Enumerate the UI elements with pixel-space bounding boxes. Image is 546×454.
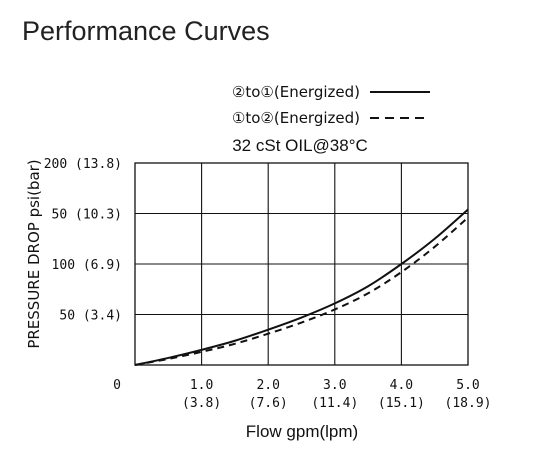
series-line-dashed	[134, 216, 469, 366]
x-tick-sublabel: (18.9)	[445, 396, 492, 411]
x-axis-label: Flow gpm(lpm)	[246, 422, 358, 441]
series-layer	[134, 208, 469, 366]
legend: ②to①(Energized) ①to②(Energized)	[232, 83, 430, 127]
x-tick-sublabel: (15.1)	[378, 396, 425, 411]
x-tick-label: 2.0	[256, 378, 279, 393]
legend-label-energized-2-to-1: ②to①(Energized)	[232, 83, 360, 101]
x-tick-label: 3.0	[323, 378, 346, 393]
y-tick-label: 50 (10.3)	[52, 208, 122, 223]
y-tick-label: 100 (6.9)	[52, 258, 122, 273]
page-title: Performance Curves	[22, 16, 270, 46]
grid	[135, 163, 468, 365]
x-tick-labels: 1.0 (3.8) 2.0 (7.6) 3.0 (11.4) 4.0 (15.1) 5.0 (18…	[182, 378, 491, 411]
y-tick-label: 50 (3.4)	[59, 309, 122, 324]
y-tick-labels: 50 (3.4) 100 (6.9) 50 (10.3) 200 (13.8)	[44, 157, 122, 324]
series-line-solid	[134, 208, 469, 366]
y-axis-label: PRESSURE DROP psi(bar)	[25, 159, 43, 348]
legend-label-energized-1-to-2: ①to②(Energized)	[232, 109, 360, 127]
x-tick-label: 4.0	[390, 378, 413, 393]
x-origin-label: 0	[113, 378, 121, 393]
x-tick-label: 1.0	[190, 378, 213, 393]
x-tick-sublabel: (3.8)	[182, 396, 221, 411]
x-tick-sublabel: (11.4)	[311, 396, 358, 411]
y-tick-label: 200 (13.8)	[44, 157, 122, 172]
x-tick-sublabel: (7.6)	[249, 396, 288, 411]
chart-subtitle: 32 cSt OIL@38°C	[232, 136, 368, 155]
x-tick-label: 5.0	[456, 378, 479, 393]
